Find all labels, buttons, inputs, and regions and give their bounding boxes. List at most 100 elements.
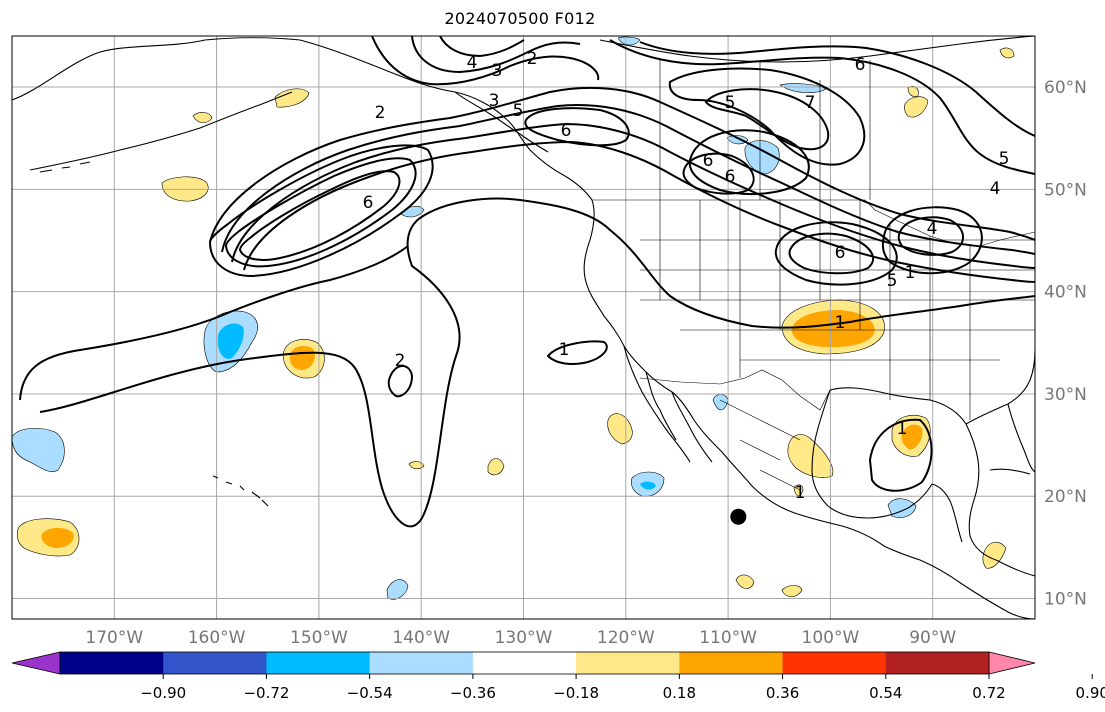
contour-label: 2 — [527, 49, 538, 69]
longitude-tick-label: 120°W — [597, 628, 655, 648]
contour-label: 6 — [835, 243, 846, 263]
canada-islands — [454, 91, 549, 153]
contour-pacific-low-2 — [224, 157, 417, 268]
baja-peninsula — [623, 345, 691, 463]
alaska-coast — [12, 37, 593, 201]
east-coast — [965, 349, 1035, 425]
longitude-tick-labels: 170°W 160°W 150°W 140°W 130°W 120°W 110°W 100°W… — [85, 628, 956, 648]
contour-hudson-1 — [609, 39, 1035, 175]
colorbar-tick-label: 0.18 — [663, 684, 696, 702]
patch-positive — [192, 112, 213, 123]
contour-label: 6 — [855, 55, 866, 75]
storm-center-marker — [730, 508, 747, 525]
patch-negative — [744, 140, 780, 175]
mexico-state-lines — [719, 399, 801, 491]
contour-jet-4 — [243, 140, 1035, 283]
contour-plains-6 — [788, 232, 874, 275]
contour-north-3 — [439, 36, 525, 58]
contour-plains-ring — [774, 221, 898, 286]
colorbar-tick-label: 0.72 — [972, 684, 1005, 702]
contour-north-1 — [371, 36, 600, 86]
contour-1b — [19, 245, 409, 401]
patch-positive — [907, 86, 919, 97]
patch-positive-strong — [901, 424, 923, 450]
patch-positive — [904, 96, 929, 118]
contour-jet-3 — [231, 122, 1035, 269]
colorbar-tick-label: 0.90 — [1076, 684, 1105, 702]
patch-negative — [887, 498, 917, 518]
colorbar-tick-label: −0.54 — [347, 684, 393, 702]
patch-positive — [735, 574, 755, 589]
latitude-tick-label: 30°N — [1044, 385, 1087, 405]
figure-title: 2024070500 F012 — [444, 9, 596, 28]
colorbar-tick-label: 0.36 — [766, 684, 799, 702]
patch-positive-strong — [791, 310, 875, 348]
latitude-tick-label: 50°N — [1044, 180, 1087, 200]
map-frame — [11, 35, 1036, 620]
patch-positive — [487, 458, 505, 476]
colorbar-extend-min — [11, 651, 61, 675]
latitude-tick-labels: 10°N 20°N 30°N 40°N 50°N 60°N — [1044, 78, 1087, 609]
contour-hudson-4 — [704, 88, 830, 151]
gridlines — [12, 36, 1035, 619]
colorbar-tick-label: −0.72 — [243, 684, 289, 702]
north-coast-arctic — [599, 36, 1035, 63]
contour-jet-1 — [209, 86, 1035, 243]
patch-positive — [787, 434, 834, 478]
patch-negative — [617, 36, 641, 46]
cuba — [989, 468, 1031, 475]
patch-positive — [982, 541, 1007, 569]
patch-negative — [386, 579, 409, 600]
contour-1c — [546, 340, 608, 365]
contour-label: 2 — [375, 103, 386, 123]
contour-east-ring — [881, 206, 983, 275]
contour-canada-ring — [688, 129, 810, 195]
contour-east-6 — [897, 216, 964, 256]
longitude-tick-label: 100°W — [802, 628, 860, 648]
colorbar-tick-label: −0.90 — [140, 684, 186, 702]
patch-positive — [999, 47, 1015, 59]
contour-hudson-2 — [639, 41, 1035, 137]
contour-label: 6 — [703, 151, 714, 171]
colorbar-tick-label: −0.36 — [450, 684, 496, 702]
contour-hudson-3 — [668, 67, 866, 166]
contour-lines — [19, 36, 1035, 528]
colorbar-segment — [576, 652, 680, 674]
aleutian-west — [39, 161, 91, 173]
contour-label: 1 — [559, 340, 570, 360]
contour-label: 3 — [489, 91, 500, 111]
contour-1 — [39, 197, 1035, 528]
colorbar-outline — [59, 651, 990, 675]
latitude-tick-label: 20°N — [1044, 487, 1087, 507]
coastlines — [12, 36, 1035, 619]
longitude-tick-label: 140°W — [392, 628, 450, 648]
colorbar-tick-labels: −0.90 −0.72 −0.54 −0.36 −0.18 0.18 0.36 0.54 0.7… — [140, 674, 1105, 702]
colorbar-segment — [885, 652, 990, 674]
contour-north-2 — [411, 36, 581, 74]
patch-negative — [12, 428, 65, 473]
contour-label: 3 — [492, 61, 503, 81]
contour-center-6a — [524, 107, 630, 147]
colorbar-segment — [782, 652, 887, 674]
colorbar-extend-max — [988, 651, 1036, 675]
longitude-tick-label: 90°W — [909, 628, 956, 648]
shaded-anomaly-patches — [12, 36, 1015, 600]
contour-label: 6 — [363, 193, 374, 213]
patch-negative-strong — [640, 481, 656, 490]
contour-jet-2 — [221, 103, 1035, 255]
contour-center-5 — [682, 152, 755, 195]
gulf-coast — [829, 387, 1035, 577]
contour-pacific-low — [208, 144, 434, 278]
us-mexico-border — [639, 369, 831, 411]
colorbar-segment — [266, 652, 371, 674]
colorbar — [11, 651, 1036, 675]
longitude-tick-label: 110°W — [699, 628, 757, 648]
contour-label: 6 — [725, 167, 736, 187]
contour-label: 7 — [805, 93, 816, 113]
contour-label: 1 — [835, 313, 846, 333]
patch-positive — [793, 484, 804, 497]
contour-label: 4 — [467, 53, 478, 73]
gulf-of-mexico-west — [811, 389, 933, 519]
